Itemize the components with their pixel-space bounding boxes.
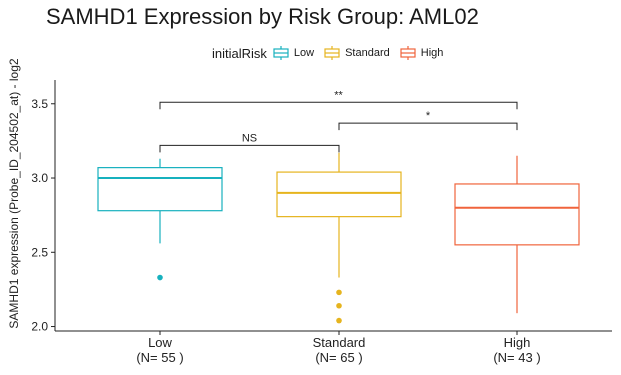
x-count-label: (N= 55 ) <box>136 350 183 365</box>
significance-bracket: * <box>338 110 518 131</box>
y-tick-label: 2.0 <box>31 320 48 334</box>
significance-label: * <box>426 110 431 122</box>
x-count-label: (N= 65 ) <box>315 350 362 365</box>
legend-label-high: High <box>420 47 444 59</box>
box-low <box>97 158 223 281</box>
y-tick-label: 3.5 <box>31 97 48 111</box>
legend-label-low: Low <box>293 47 315 59</box>
outlier-point <box>157 274 163 281</box>
bracket-line <box>159 101 518 110</box>
legend-key-low <box>273 46 289 60</box>
legend-item-standard: Standard <box>323 46 390 60</box>
box-iqr <box>97 167 223 212</box>
bracket-line <box>159 144 340 153</box>
bracket-line <box>338 122 518 131</box>
legend: initialRisk Low Standard High <box>212 43 452 63</box>
y-axis-title: SAMHD1 expression (Probe_ID_204502_at) -… <box>7 58 21 328</box>
box-high <box>454 155 580 314</box>
legend-label-standard: Standard <box>345 47 390 59</box>
x-count-label: (N= 43 ) <box>493 350 540 365</box>
legend-item-low: Low <box>272 46 314 60</box>
significance-label: NS <box>242 132 257 144</box>
y-tick-label: 3.0 <box>31 171 48 185</box>
outlier-point <box>336 289 342 296</box>
x-tick-label: Low <box>148 335 172 350</box>
outlier-point <box>336 302 342 309</box>
x-tick-label: High <box>504 335 531 350</box>
legend-key-high <box>400 46 416 60</box>
legend-key-standard <box>324 46 340 60</box>
box-standard <box>276 152 402 324</box>
x-tick-label: Standard <box>313 335 366 350</box>
legend-item-high: High <box>399 46 444 60</box>
outlier-point <box>336 317 342 324</box>
significance-bracket: NS <box>159 132 340 153</box>
legend-title: initialRisk <box>212 45 267 61</box>
y-tick-label: 2.5 <box>31 245 48 259</box>
significance-label: ** <box>334 89 343 101</box>
significance-bracket: ** <box>159 89 518 110</box>
box-iqr <box>454 183 580 246</box>
chart-title: SAMHD1 Expression by Risk Group: AML02 <box>46 4 479 29</box>
box-iqr <box>276 171 402 218</box>
